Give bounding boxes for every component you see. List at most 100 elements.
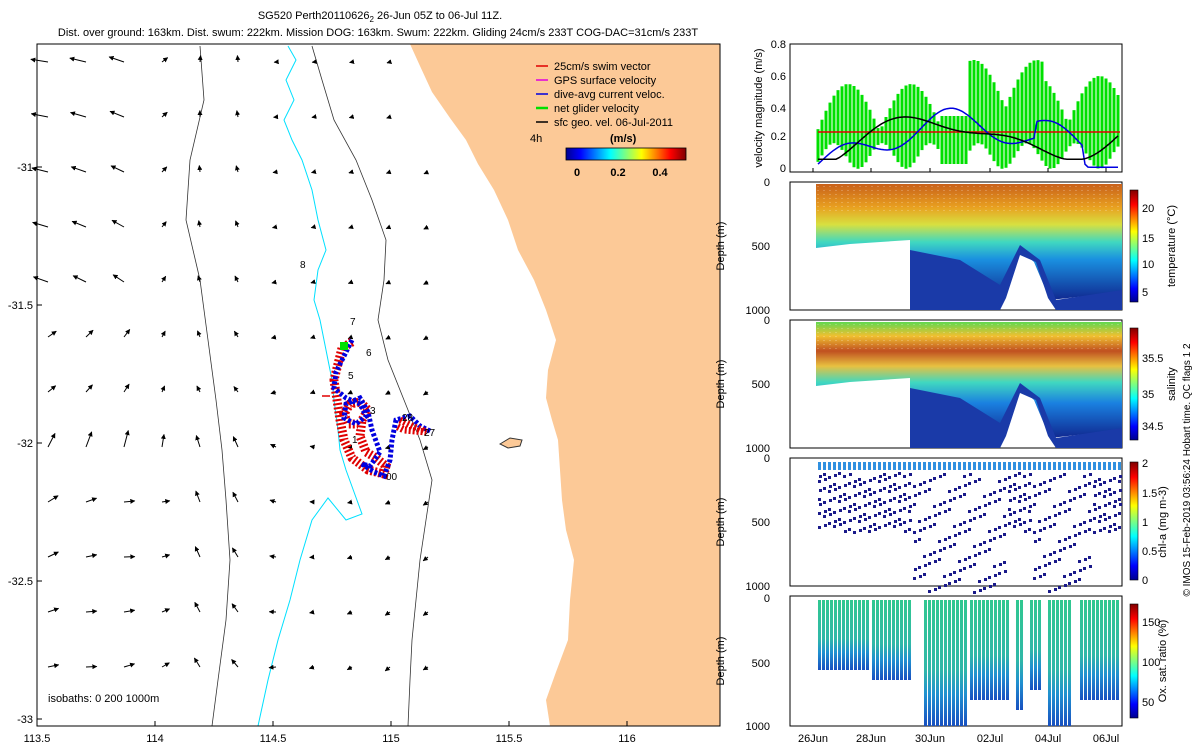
velocity-vector-8	[47, 432, 56, 448]
oxygen-profile-26	[932, 600, 935, 726]
chl-point-475	[1114, 500, 1117, 503]
chl-point-75	[864, 490, 867, 493]
chl-point-309	[1009, 499, 1012, 502]
chl-point-199	[939, 503, 942, 506]
chl-c-tick-4: 0.5	[1142, 546, 1157, 558]
chl-point-86	[868, 516, 871, 519]
oxygen-profile-7	[842, 600, 845, 670]
velocity-vector-6	[47, 330, 57, 338]
chl-point-68	[858, 492, 861, 495]
velocity-vector-48	[161, 662, 170, 668]
chl-surface-457	[1103, 462, 1106, 470]
velocity-vector-20	[85, 431, 93, 448]
ox-y-tick-2: 500	[752, 658, 770, 670]
chl-point-312	[1008, 490, 1011, 493]
chl-point-62	[853, 531, 856, 534]
chl-point-204	[943, 547, 946, 550]
chl-point-370	[1048, 488, 1051, 491]
chl-point-331	[1024, 530, 1027, 533]
x-tick-02jul: 02Jul	[977, 733, 1003, 745]
chl-point-407	[1069, 573, 1072, 576]
velocity-vector-15	[70, 165, 87, 173]
temperature-deep	[910, 245, 1122, 310]
velocity-vector-43	[160, 385, 166, 393]
chl-point-290	[998, 498, 1001, 501]
chl-point-35	[839, 495, 842, 498]
chl-surface-433	[1088, 462, 1091, 470]
chl-point-168	[918, 520, 921, 523]
chl-point-447	[1094, 508, 1097, 511]
chl-point-43	[844, 530, 847, 533]
chl-point-261	[979, 589, 982, 592]
chl-point-255	[974, 508, 977, 511]
chl-point-459	[1104, 490, 1107, 493]
chl-point-379	[1054, 560, 1057, 563]
velocity-vector-13	[69, 56, 87, 63]
chl-point-466	[1108, 488, 1111, 491]
chl-point-356	[1038, 492, 1041, 495]
chl-surface-393	[1063, 462, 1066, 470]
chl-point-274	[988, 548, 991, 551]
chl-point-288	[993, 565, 996, 568]
chl-c-tick-1: 2	[1142, 458, 1148, 470]
temperature-section	[816, 184, 1122, 300]
chl-point-367	[1044, 518, 1047, 521]
temp-y-tick-3: 1000	[746, 305, 770, 317]
legend-label-gps: GPS surface velocity	[554, 75, 657, 87]
chl-point-134	[898, 486, 901, 489]
chl-point-402	[1068, 508, 1071, 511]
chl-surface-185	[933, 462, 936, 470]
chl-point-315	[1014, 520, 1017, 523]
chl-point-160	[913, 485, 916, 488]
velocity-vector-89	[310, 279, 316, 285]
chl-point-456	[1098, 520, 1101, 523]
chl-point-277	[989, 539, 992, 542]
velocity-vector-21	[85, 497, 98, 503]
chl-surface-33	[838, 462, 841, 470]
chl-point-355	[1039, 575, 1042, 578]
temp-c-tick-1: 20	[1142, 203, 1154, 215]
velocity-vector-44	[160, 433, 166, 448]
chl-point-215	[949, 573, 952, 576]
chl-point-279	[989, 493, 992, 496]
chl-point-36	[838, 472, 841, 475]
chl-point-292	[998, 572, 1001, 575]
velocity-vector-30	[123, 329, 131, 338]
chl-point-284	[993, 537, 996, 540]
oxygen-profile-43	[1002, 600, 1005, 700]
chl-surface-337	[1028, 462, 1031, 470]
chl-surface-401	[1068, 462, 1071, 470]
chl-y-tick-2: 500	[752, 517, 770, 529]
waypoint-5: 5	[348, 371, 354, 382]
chl-point-163	[919, 575, 922, 578]
chl-point-24	[828, 490, 831, 493]
chl-surface-65	[858, 462, 861, 470]
velocity-vector-71	[231, 603, 239, 613]
ox-y-tick-3: 1000	[746, 721, 770, 733]
chl-point-282	[993, 583, 996, 586]
chl-point-155	[914, 540, 917, 543]
time-series-panels: 0 0.2 0.4 0.6 0.8 velocity magnitude (m/…	[715, 39, 1193, 745]
chl-point-460	[1103, 527, 1106, 530]
velocity-vector-84	[268, 664, 277, 670]
velocity-vector-33	[123, 498, 136, 504]
chl-point-334	[1023, 521, 1026, 524]
chl-point-29	[834, 474, 837, 477]
chl-point-27	[834, 520, 837, 523]
temperature-sample-dots	[817, 186, 1119, 212]
map-y-tick-5: -33	[17, 714, 33, 726]
map-legend: 25cm/s swim vector GPS surface velocity …	[530, 61, 687, 179]
chl-point-293	[999, 489, 1002, 492]
chl-point-264	[978, 580, 981, 583]
x-tick-28jun: 28Jun	[856, 733, 886, 745]
chl-point-197	[939, 549, 942, 552]
chl-point-190	[933, 551, 936, 554]
oxygen-profile-49	[1038, 600, 1041, 690]
oxygen-profile-61	[1100, 600, 1103, 700]
chl-point-80	[863, 495, 866, 498]
map-x-tick-5: 115.5	[496, 733, 523, 745]
chl-point-266	[983, 513, 986, 516]
x-tick-06jul: 06Jul	[1093, 733, 1119, 745]
chl-point-167	[919, 483, 922, 486]
